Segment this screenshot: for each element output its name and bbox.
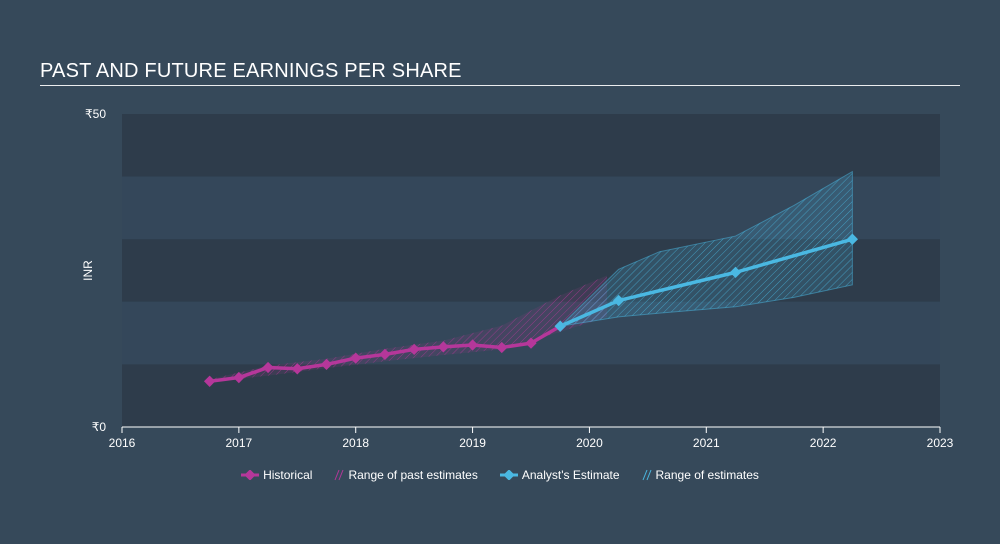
historical-point [466,339,479,351]
x-tick-label: 2023 [927,436,954,450]
analyst-estimate-line [559,237,853,328]
analyst-estimate-point [846,233,859,245]
x-tick-label: 2021 [693,436,720,450]
y-tick-label: ₹50 [85,107,106,121]
past-estimates-range-area [209,275,607,382]
x-tick-label: 2019 [459,436,486,450]
legend-analyst-estimate-swatch [499,470,518,480]
x-tick-label: 2020 [576,436,603,450]
historical-point [350,352,362,364]
historical-point [408,343,420,356]
legend-past-range-label: Range of past estimates [348,468,478,482]
historical-point [203,375,216,387]
historical-point [320,358,333,371]
title-underline [40,85,960,86]
x-tick-label: 2022 [810,436,837,450]
legend-analyst-estimate-label: Analyst's Estimate [521,468,620,482]
legend-estimate-range-swatch [642,469,651,481]
legend-estimate-range[interactable]: Range of estimates [642,468,759,482]
analyst-estimate-point [554,320,566,332]
y-axis-label: INR [81,260,95,281]
y-tick-label: ₹0 [92,420,107,434]
analyst-estimate-point [612,294,625,307]
historical-point [233,371,245,384]
x-tick-label: 2018 [342,436,369,450]
historical-point [525,337,537,349]
historical-point [496,341,508,354]
legend: Historical Range of past estimates Analy… [0,468,1000,482]
historical-point [262,361,274,374]
legend-past-range-swatch [334,469,344,481]
estimates-range-area [558,170,853,327]
legend-estimate-range-label: Range of estimates [655,468,759,482]
plot-band [122,114,940,177]
legend-historical-swatch [241,470,260,480]
x-tick-label: 2016 [109,436,136,450]
historical-point [379,348,391,361]
legend-historical[interactable]: Historical [241,468,312,482]
x-tick-label: 2017 [226,436,253,450]
chart-title: PAST AND FUTURE EARNINGS PER SHARE [40,60,462,82]
analyst-estimate-point [729,266,742,279]
historical-point [291,363,303,375]
historical-point [437,341,450,353]
legend-analyst-estimate[interactable]: Analyst's Estimate [499,468,620,482]
legend-historical-label: Historical [263,468,313,482]
legend-past-range[interactable]: Range of past estimates [334,468,478,482]
